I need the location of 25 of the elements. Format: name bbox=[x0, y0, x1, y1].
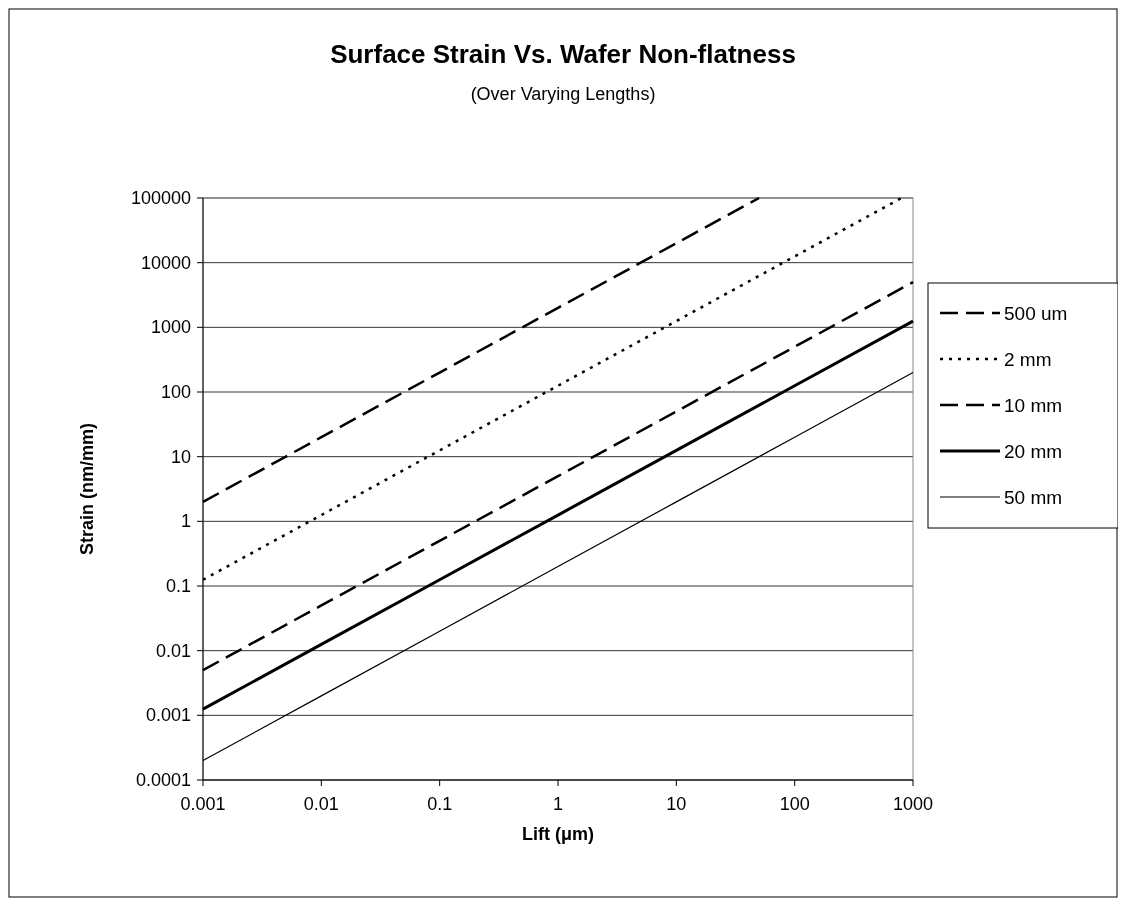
y-axis-title: Strain (nm/mm) bbox=[77, 422, 97, 556]
y-tick-label: 100 bbox=[160, 382, 191, 402]
x-axis-title: Lift (μm) bbox=[522, 824, 594, 844]
x-tick-label: 0.01 bbox=[303, 794, 339, 814]
y-tick-label: 0.01 bbox=[155, 640, 191, 661]
y-tick-label: 1 bbox=[180, 511, 191, 532]
y-tick-label: 1000 bbox=[150, 317, 191, 338]
legend-label: 2 mm bbox=[1004, 349, 1052, 370]
y-tick-label: 100000 bbox=[130, 188, 191, 208]
x-tick-label: 0.1 bbox=[427, 794, 453, 814]
x-tick-label: 10 bbox=[666, 794, 687, 814]
chart-subtitle: (Over Varying Lengths) bbox=[470, 84, 656, 104]
y-tick-label: 0.1 bbox=[165, 576, 191, 596]
x-tick-label: 1 bbox=[552, 794, 564, 814]
y-tick-label: 0.0001 bbox=[135, 770, 191, 790]
legend-label: 20 mm bbox=[1004, 441, 1063, 462]
x-tick-label: 100 bbox=[779, 794, 810, 814]
legend-label: 50 mm bbox=[1004, 487, 1063, 508]
legend-label: 500 um bbox=[1004, 303, 1068, 324]
y-tick-label: 10 bbox=[170, 446, 191, 467]
chart-title: Surface Strain Vs. Wafer Non-flatness bbox=[330, 39, 796, 69]
y-tick-label: 10000 bbox=[140, 252, 191, 273]
x-tick-label: 1000 bbox=[892, 794, 934, 814]
legend-label: 10 mm bbox=[1004, 395, 1063, 416]
y-tick-label: 0.001 bbox=[145, 705, 191, 726]
